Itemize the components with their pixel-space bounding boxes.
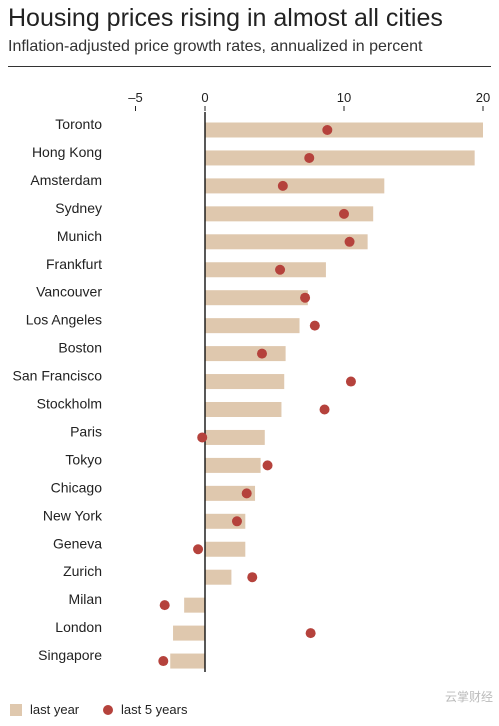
legend-bar-swatch (10, 703, 22, 716)
category-label: Paris (70, 423, 102, 439)
category-label: Vancouver (36, 284, 102, 300)
dot-last-5-years (304, 152, 315, 163)
category-label: Zurich (63, 563, 102, 579)
bar-last-year (205, 374, 285, 390)
category-label: Amsterdam (30, 172, 102, 188)
bar-last-year (205, 234, 368, 250)
dot-last-5-years (322, 125, 333, 135)
bar-last-year (205, 122, 483, 138)
dot-last-5-years (345, 376, 356, 387)
bars-last-year (170, 112, 483, 672)
bar-last-year (205, 569, 232, 585)
dot-last-5-years (159, 600, 170, 611)
bar-last-year (205, 178, 385, 194)
dot-last-5-years (158, 656, 169, 667)
legend-item-last-5-years: last 5 years (103, 702, 187, 717)
category-labels: Toronto Hong Kong Amsterdam Sydney Munich Fra… (13, 116, 103, 663)
category-label: Boston (58, 340, 102, 356)
category-label: Chicago (51, 479, 103, 495)
dot-last-5-years (197, 432, 208, 443)
category-label: Stockholm (37, 396, 102, 412)
bar-last-year (205, 457, 261, 473)
dots-last-5-years (158, 125, 356, 667)
category-label: Geneva (53, 535, 102, 551)
title-divider (8, 66, 491, 67)
bar-last-year (205, 429, 265, 445)
bar-last-year (205, 346, 286, 362)
bar-last-year (205, 150, 475, 166)
legend-label-last-5-years: last 5 years (121, 702, 188, 717)
dot-last-5-years (305, 628, 316, 639)
dot-last-5-years (262, 460, 273, 471)
category-label: Hong Kong (32, 144, 102, 160)
bar-last-year (170, 653, 205, 669)
category-label: Frankfurt (46, 256, 102, 272)
category-label: Tokyo (65, 451, 102, 467)
watermark-logo: 云掌财经 (444, 690, 493, 704)
dot-last-5-years (339, 208, 349, 219)
dot-last-5-years (241, 488, 252, 499)
category-label: Sydney (55, 200, 102, 216)
bar-last-year (205, 402, 282, 417)
dot-last-5-years (231, 516, 242, 527)
x-tick-label: –5 (128, 90, 142, 105)
dot-last-5-years (275, 264, 286, 275)
legend-item-last-year: last year (10, 702, 79, 717)
dot-last-5-years (309, 320, 320, 331)
category-label: New York (43, 507, 103, 523)
dot-last-5-years (256, 348, 267, 359)
legend-label-last-year: last year (30, 702, 80, 717)
chart-subtitle: Inflation-adjusted price growth rates, a… (8, 38, 423, 55)
legend-dot-swatch (103, 704, 113, 715)
bar-last-year (205, 318, 300, 334)
category-label: Milan (69, 591, 102, 607)
dot-last-5-years (277, 180, 288, 191)
bar-last-year (205, 541, 246, 557)
x-tick-label: 10 (337, 90, 351, 105)
category-label: Toronto (55, 116, 102, 132)
dot-last-5-years (193, 544, 204, 555)
bar-last-year (184, 597, 205, 613)
category-label: Munich (57, 228, 102, 244)
x-tick-label: 20 (476, 90, 490, 105)
chart-title: Housing prices rising in almost all citi… (8, 4, 443, 32)
category-label: Singapore (38, 647, 102, 663)
category-label: Los Angeles (26, 312, 102, 328)
dot-last-5-years (300, 292, 311, 303)
dot-last-5-years (319, 404, 330, 415)
category-label: San Francisco (13, 368, 103, 384)
bar-last-year (205, 206, 374, 222)
x-tick-label: 0 (201, 90, 208, 105)
bar-last-year (205, 485, 256, 501)
bar-last-year (205, 262, 326, 278)
bar-last-year (173, 625, 205, 641)
category-label: London (55, 619, 102, 635)
dot-last-5-years (344, 236, 355, 247)
x-axis-ticks: –5 0 10 20 (128, 90, 490, 111)
dot-last-5-years (247, 572, 258, 583)
bar-last-year (205, 290, 308, 306)
